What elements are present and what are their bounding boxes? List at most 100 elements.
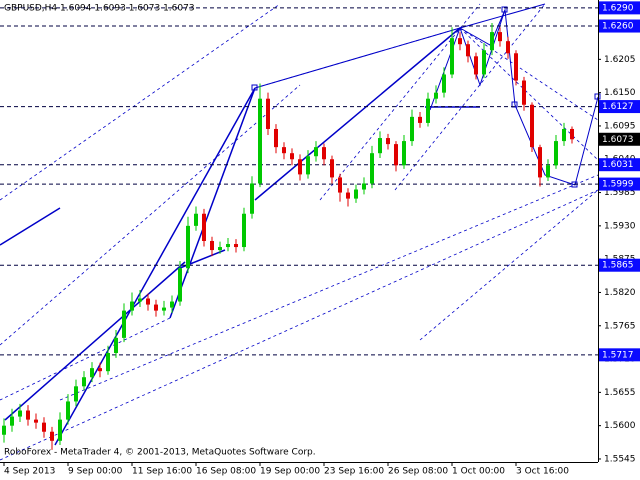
level-label: 1.5865 [602,261,634,271]
candle-body [298,159,302,175]
x-tick-label: 16 Sep 08:00 [196,467,256,477]
candle-body [250,183,254,214]
candle-body [194,213,198,226]
x-tick-label: 19 Sep 00:00 [260,467,320,477]
x-tick-label: 9 Sep 00:00 [68,467,123,477]
candle-body [90,368,94,378]
candle-body [490,32,494,51]
candle-body [346,192,350,199]
level-box [599,348,640,362]
candle-body [426,98,430,123]
level-label: 1.6127 [602,102,634,112]
y-tick-label: 1.5545 [604,454,636,464]
level-box [599,258,640,272]
candle-body [10,416,14,426]
y-tick-label: 1.5600 [604,421,636,431]
candle-body [378,138,382,154]
y-tick-label: 1.6095 [604,121,636,131]
candle-body [162,307,166,311]
trend-line [4,261,186,421]
marker [251,84,258,91]
candle-body [474,56,478,75]
level-box [599,158,640,172]
candle-body [362,183,366,190]
x-tick-label: 4 Sep 2013 [4,467,55,477]
level-box [599,177,640,191]
candle-body [258,98,262,184]
candle-body [2,425,6,435]
candle-body [394,144,398,166]
candle-body [58,419,62,441]
trend-line [459,27,599,161]
level-box [599,100,640,114]
trend-line [54,87,256,446]
y-tick-label: 1.5985 [604,188,636,198]
candle-body [514,53,518,81]
candle-body [98,368,102,372]
marker [501,6,508,13]
candle-body [122,310,126,338]
level-box [599,1,640,15]
candle-body [290,153,294,160]
candle-body [354,189,358,199]
candle-body [434,92,438,99]
candle-body [522,80,526,105]
candle-body [306,156,310,175]
y-tick-label: 1.6205 [604,55,636,65]
trend-line [459,27,599,121]
candle-body [34,419,38,423]
candle-body [42,422,46,432]
trend-line [319,3,481,201]
trend-line [59,174,599,401]
y-tick-label: 1.5820 [604,288,636,298]
candle-body [82,377,86,387]
candle-body [26,410,30,420]
candle-body [482,50,486,75]
candle-body [146,298,150,305]
candle-body [330,159,334,178]
candle-body [466,44,470,57]
candle-body [498,32,502,42]
x-tick-label: 11 Sep 16:00 [132,467,192,477]
candle-body [562,128,566,142]
candle-body [554,141,558,166]
x-tick-label: 1 Oct 00:00 [452,467,505,477]
trend-line [254,27,461,89]
candle-body [170,301,174,308]
candle-body [106,353,110,372]
candle-body [338,177,342,193]
last-price-label: 1.6073 [602,135,634,145]
level-label: 1.6290 [602,3,634,13]
candle-body [218,247,222,251]
x-tick-label: 3 Oct 16:00 [516,467,569,477]
candle-body [370,153,374,184]
y-tick-label: 1.5655 [604,388,636,398]
candle-body [242,213,246,248]
candle-body [74,386,78,402]
y-tick-label: 1.6150 [604,88,636,98]
candle-body [458,38,462,45]
candle-body [546,165,550,178]
level-box [599,19,640,33]
trend-line [0,317,171,401]
candle-body [282,147,286,154]
candle-body [186,225,190,269]
last-price-box [599,132,640,146]
candle-body [178,268,182,302]
level-label: 1.5717 [602,350,634,360]
candle-body [450,38,454,75]
x-tick-label: 23 Sep 16:00 [324,467,384,477]
candle-body [154,304,158,311]
marker [594,93,601,100]
level-label: 1.5999 [602,180,634,190]
candle-body [386,138,390,145]
candle-body [314,147,318,157]
trend-line [0,189,599,461]
trend-line [254,27,461,201]
level-label: 1.6260 [602,22,634,32]
candle-body [274,128,278,148]
candle-body [322,147,326,160]
